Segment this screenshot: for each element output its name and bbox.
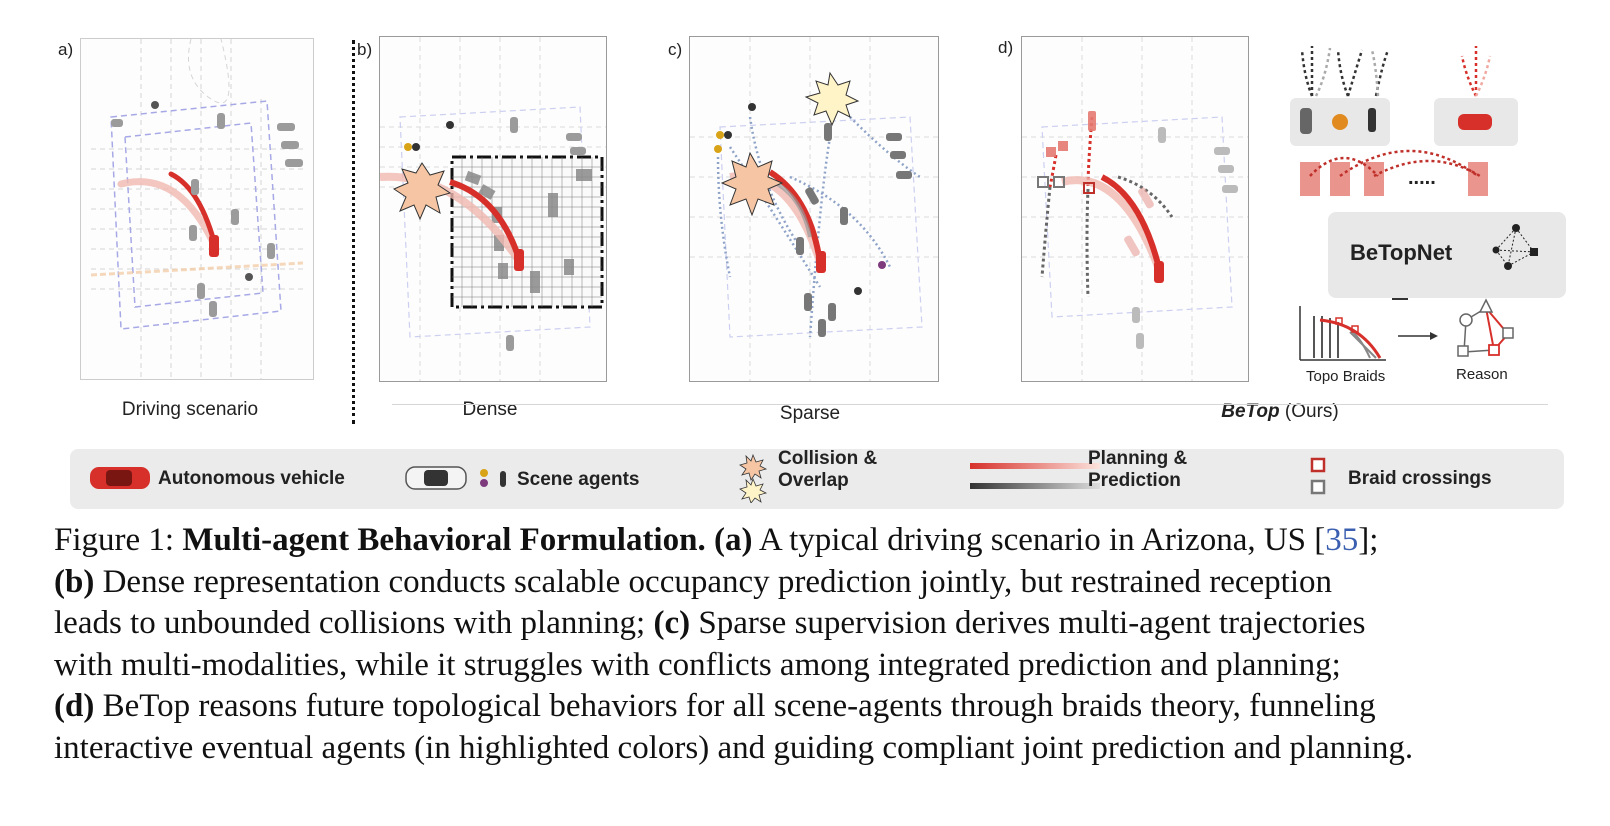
caption-line-3: leads to unbounded collisions with plann…: [54, 603, 1574, 645]
caption-citation[interactable]: 35: [1325, 522, 1359, 558]
panel-b-label: b): [357, 40, 373, 59]
panel-a-label: a): [58, 40, 74, 59]
topo-braids-label: Topo Braids: [1306, 368, 1386, 385]
reason-label: Reason: [1456, 366, 1508, 383]
legend-collision-line1: Collision &: [778, 448, 878, 469]
sparse-trajectory-map: [690, 37, 938, 381]
caption-a-end: ];: [1358, 522, 1379, 558]
caption-d-text: BeTop reasons future topological behavio…: [94, 688, 1376, 724]
subtitle-rule: [392, 404, 1548, 405]
betopnet-title: BeTopNet: [1350, 240, 1453, 265]
caption-b-text: Dense representation conducts scalable o…: [94, 563, 1332, 600]
panel-d-scene: [1021, 36, 1249, 382]
caption-line3-text: leads to unbounded collisions with plann…: [54, 605, 654, 641]
caption-line-4: with multi-modalities, while it struggle…: [54, 646, 1341, 683]
driving-scenario-map: [90, 39, 304, 379]
panel-a-scene: [80, 38, 314, 380]
panel-divider: [352, 40, 355, 424]
caption-a-text: A typical driving scenario in Arizona, U…: [752, 522, 1326, 558]
legend-scene-agents: Scene agents: [517, 469, 640, 490]
legend-autonomous-vehicle: Autonomous vehicle: [158, 468, 345, 489]
caption-c-text: Sparse supervision derives multi-agent t…: [690, 605, 1366, 641]
braid-crossing-icons: [1310, 457, 1326, 495]
betop-braid-map: [1022, 37, 1248, 381]
legend-planning-line1: Planning &: [1088, 448, 1188, 469]
collision-burst-large: [720, 151, 784, 217]
panel-d-subtitle-rest: (Ours): [1279, 401, 1339, 422]
panel-d-label: d): [998, 38, 1014, 57]
legend-collision-line2: Overlap: [778, 470, 849, 491]
caption-d-tag: (d): [54, 688, 95, 724]
graph-icon: [1492, 224, 1538, 270]
caption-line-2: (b) Dense representation conducts scalab…: [54, 562, 1574, 604]
legend-bar: Autonomous vehicle Scene agents Collisio…: [70, 448, 1564, 509]
figure-caption: Figure 1: Multi-agent Behavioral Formula…: [54, 520, 1574, 769]
betopnet-box: [1328, 212, 1566, 298]
planning-prediction-lines: [970, 463, 1100, 489]
caption-line-5: (d) BeTop reasons future topological beh…: [54, 686, 1574, 728]
caption-line-1: Figure 1: Multi-agent Behavioral Formula…: [54, 520, 1574, 562]
caption-a-tag: (a): [713, 522, 753, 558]
caption-fig: Figure 1:: [54, 522, 183, 558]
caption-b-tag: (b): [54, 563, 95, 600]
panel-d-subtitle: BeTop (Ours): [1200, 401, 1360, 423]
panel-a-subtitle: Driving scenario: [121, 399, 259, 420]
braid-ellipsis: .....: [1408, 167, 1436, 189]
panel-b-subtitle: Dense: [462, 399, 518, 420]
caption-title: Multi-agent Behavioral Formulation.: [182, 522, 706, 558]
panel-d-subtitle-bold: BeTop: [1221, 401, 1280, 422]
panel-b-scene: [379, 36, 607, 382]
panel-c-label: c): [668, 40, 683, 59]
panel-c-scene: [689, 36, 939, 382]
collision-burst-small: [804, 71, 860, 127]
legend-planning-line2: Prediction: [1088, 470, 1181, 491]
ego-car-icon: [90, 467, 150, 489]
caption-line-6: interactive eventual agents (in highligh…: [54, 729, 1414, 766]
collision-burst: [392, 162, 452, 221]
scene-agent-small-icons: [480, 469, 506, 487]
scene-car-icon: [405, 466, 467, 490]
betop-schematic: .....: [1290, 46, 1518, 361]
panel-c-subtitle: Sparse: [779, 403, 841, 424]
caption-c-tag: (c): [653, 605, 691, 641]
legend-braid-crossings: Braid crossings: [1348, 468, 1492, 489]
collision-icon: [739, 453, 768, 503]
dense-occupancy-map: [380, 37, 606, 381]
